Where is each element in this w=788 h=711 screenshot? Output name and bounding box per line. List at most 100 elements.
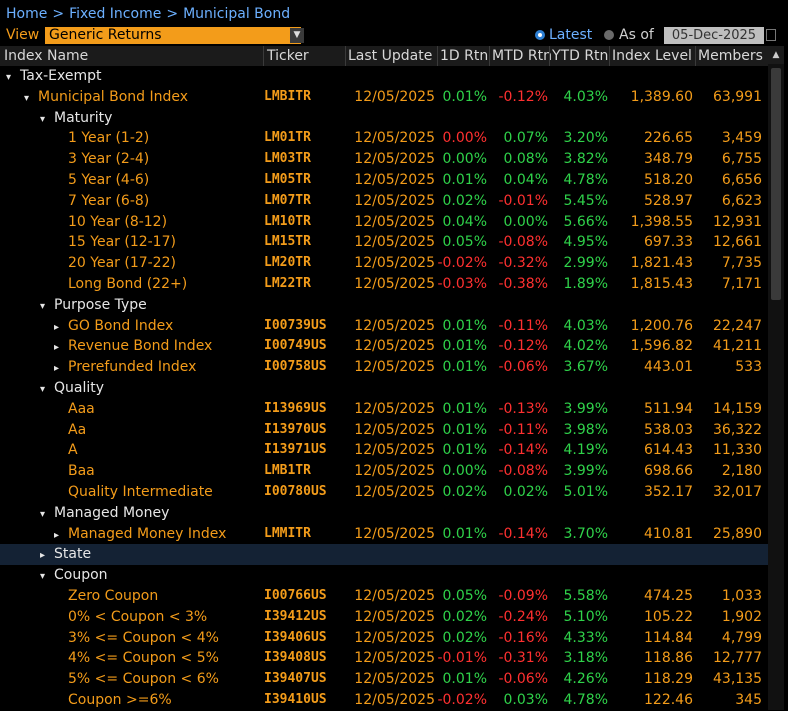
breadcrumb-fixed-income[interactable]: Fixed Income <box>69 6 162 22</box>
ticker-cell[interactable]: I13970US <box>264 421 327 437</box>
group-row[interactable]: ▾ Tax-Exempt <box>0 66 768 87</box>
breadcrumb-home[interactable]: Home <box>6 6 48 22</box>
ticker-cell[interactable]: I00780US <box>264 483 327 499</box>
table-row[interactable]: 15 Year (12-17) LM15TR 12/05/2025 0.05% -0.0… <box>0 232 768 253</box>
ticker-cell[interactable]: LM15TR <box>264 234 311 250</box>
calendar-icon[interactable] <box>766 29 776 41</box>
1d-rtn-cell: 0.01% <box>442 442 487 459</box>
ticker-cell[interactable]: I39410US <box>264 691 327 707</box>
ticker-cell[interactable]: I39408US <box>264 650 327 666</box>
collapse-arrow-icon[interactable]: ▾ <box>40 571 46 583</box>
collapse-arrow-icon[interactable]: ▾ <box>6 72 12 83</box>
col-ytd-rtn[interactable]: YTD Rtn <box>549 46 610 66</box>
group-row[interactable]: ▾ Coupon <box>0 565 768 586</box>
row-name: Long Bond (22+) <box>54 274 187 295</box>
breadcrumb-municipal-bond[interactable]: Municipal Bond <box>183 6 291 22</box>
ticker-cell[interactable]: I13971US <box>264 442 327 458</box>
latest-radio[interactable] <box>535 30 545 40</box>
ticker-cell[interactable]: LMB1TR <box>264 463 311 479</box>
table-row[interactable]: Aaa I13969US 12/05/2025 0.01% -0.13% 3.99% 511… <box>0 399 768 420</box>
ticker-cell[interactable]: LM07TR <box>264 192 311 208</box>
table-row[interactable]: Long Bond (22+) LM22TR 12/05/2025 -0.03% -0.… <box>0 274 768 295</box>
table-row[interactable]: ▸ Revenue Bond Index I00749US 12/05/2025 0.0… <box>0 336 768 357</box>
collapse-arrow-icon[interactable]: ▾ <box>40 508 46 520</box>
table-row[interactable]: Zero Coupon I00766US 12/05/2025 0.05% -0.09%… <box>0 586 768 607</box>
ticker-cell[interactable]: I13969US <box>264 400 327 416</box>
ticker-cell[interactable]: LM01TR <box>264 130 311 146</box>
scroll-thumb[interactable] <box>771 68 781 300</box>
1d-rtn-cell: 0.04% <box>442 213 487 230</box>
expand-arrow-icon[interactable]: ▸ <box>54 363 60 375</box>
col-last-update[interactable]: Last Update <box>345 46 438 66</box>
table-row[interactable]: 4% <= Coupon < 5% I39408US 12/05/2025 -0.01… <box>0 648 768 669</box>
col-1d-rtn[interactable]: 1D Rtn <box>437 46 490 66</box>
ticker-cell[interactable]: LM10TR <box>264 213 311 229</box>
group-row[interactable]: ▸ State <box>0 544 768 566</box>
group-row[interactable]: ▾ Maturity <box>0 108 768 129</box>
col-index-level[interactable]: Index Level <box>609 46 696 66</box>
as-of-radio[interactable] <box>604 30 614 40</box>
table-row[interactable]: 3 Year (2-4) LM03TR 12/05/2025 0.00% 0.08% 3.… <box>0 149 768 170</box>
table-row[interactable]: 7 Year (6-8) LM07TR 12/05/2025 0.02% -0.01% 5… <box>0 191 768 212</box>
index-level-cell: 518.20 <box>644 171 693 188</box>
members-cell: 12,777 <box>713 650 762 667</box>
table-row[interactable]: Aa I13970US 12/05/2025 0.01% -0.11% 3.98% 538.… <box>0 420 768 441</box>
1d-rtn-cell: 0.01% <box>442 171 487 188</box>
ticker-cell[interactable]: LM20TR <box>264 255 311 271</box>
latest-label[interactable]: Latest <box>549 27 593 43</box>
group-row[interactable]: ▾ Quality <box>0 378 768 399</box>
ticker-cell[interactable]: LMMITR <box>264 525 311 541</box>
as-of-label[interactable]: As of <box>619 27 654 43</box>
table-row[interactable]: 3% <= Coupon < 4% I39406US 12/05/2025 0.02%… <box>0 628 768 649</box>
as-of-date-field[interactable]: 05-Dec-2025 <box>664 27 764 44</box>
table-row[interactable]: A I13971US 12/05/2025 0.01% -0.14% 4.19% 614.4… <box>0 440 768 461</box>
expand-arrow-icon[interactable]: ▸ <box>54 529 60 541</box>
index-table-body: ▾ Tax-Exempt ▾ Municipal Bond Index LMBITR 12… <box>0 66 768 711</box>
view-select[interactable]: Generic Returns <box>45 27 301 44</box>
ticker-cell[interactable]: I39406US <box>264 629 327 645</box>
table-row[interactable]: ▸ Prerefunded Index I00758US 12/05/2025 0.01… <box>0 357 768 378</box>
scroll-up-icon[interactable]: ▲ <box>768 46 784 64</box>
table-row[interactable]: ▾ Municipal Bond Index LMBITR 12/05/2025 0.0… <box>0 87 768 108</box>
ticker-cell[interactable]: LMBITR <box>264 88 311 104</box>
collapse-arrow-icon[interactable]: ▾ <box>40 300 46 312</box>
group-row[interactable]: ▾ Managed Money <box>0 503 768 524</box>
table-row[interactable]: Quality Intermediate I00780US 12/05/2025 0.… <box>0 482 768 503</box>
last-update-cell: 12/05/2025 <box>354 691 435 708</box>
ticker-cell[interactable]: LM03TR <box>264 151 311 167</box>
ticker-cell[interactable]: I00749US <box>264 338 327 354</box>
table-row[interactable]: ▸ GO Bond Index I00739US 12/05/2025 0.01% -0.… <box>0 316 768 337</box>
table-row[interactable]: ▸ Managed Money Index LMMITR 12/05/2025 0.01… <box>0 524 768 545</box>
ticker-cell[interactable]: LM05TR <box>264 171 311 187</box>
ticker-cell[interactable]: I39407US <box>264 671 327 687</box>
col-members[interactable]: Members <box>695 46 770 66</box>
chevron-down-icon[interactable]: ▼ <box>290 28 304 43</box>
table-row[interactable]: 20 Year (17-22) LM20TR 12/05/2025 -0.02% -0.… <box>0 253 768 274</box>
collapse-arrow-icon[interactable]: ▾ <box>40 113 46 125</box>
collapse-arrow-icon[interactable]: ▾ <box>40 383 46 395</box>
table-row[interactable]: 10 Year (8-12) LM10TR 12/05/2025 0.04% 0.00%… <box>0 212 768 233</box>
table-row[interactable]: Coupon >=6% I39410US 12/05/2025 -0.02% 0.03%… <box>0 690 768 711</box>
members-cell: 4,799 <box>721 629 762 646</box>
ticker-cell[interactable]: I39412US <box>264 608 327 624</box>
expand-arrow-icon[interactable]: ▸ <box>54 321 60 333</box>
col-index-name[interactable]: Index Name <box>4 48 89 64</box>
ytd-rtn-cell: 3.20% <box>563 130 608 147</box>
col-mtd-rtn[interactable]: MTD Rtn <box>489 46 552 66</box>
collapse-arrow-icon[interactable]: ▾ <box>24 92 30 104</box>
group-row[interactable]: ▾ Purpose Type <box>0 295 768 316</box>
table-row[interactable]: 1 Year (1-2) LM01TR 12/05/2025 0.00% 0.07% 3.… <box>0 128 768 149</box>
expand-arrow-icon[interactable]: ▸ <box>40 550 46 562</box>
ticker-cell[interactable]: I00766US <box>264 587 327 603</box>
ticker-cell[interactable]: I00739US <box>264 317 327 333</box>
mtd-rtn-cell: -0.06% <box>498 359 548 376</box>
col-ticker[interactable]: Ticker <box>263 46 347 66</box>
expand-arrow-icon[interactable]: ▸ <box>54 342 60 354</box>
table-row[interactable]: 5% <= Coupon < 6% I39407US 12/05/2025 0.01%… <box>0 669 768 690</box>
table-row[interactable]: 0% < Coupon < 3% I39412US 12/05/2025 0.02% -… <box>0 607 768 628</box>
table-row[interactable]: Baa LMB1TR 12/05/2025 0.00% -0.08% 3.99% 698.6… <box>0 461 768 482</box>
vertical-scrollbar[interactable]: ▲ <box>768 46 784 710</box>
ticker-cell[interactable]: LM22TR <box>264 275 311 291</box>
table-row[interactable]: 5 Year (4-6) LM05TR 12/05/2025 0.01% 0.04% 4.… <box>0 170 768 191</box>
ticker-cell[interactable]: I00758US <box>264 359 327 375</box>
